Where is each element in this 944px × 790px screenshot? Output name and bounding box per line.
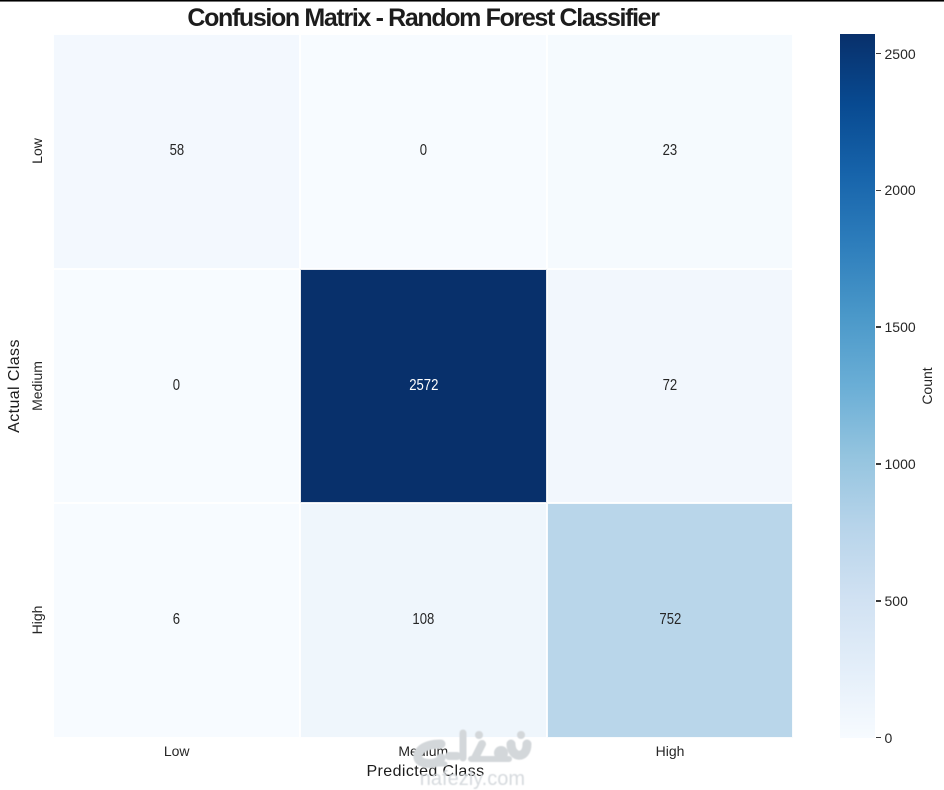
svg-text:nafezly.com: nafezly.com: [420, 768, 525, 790]
